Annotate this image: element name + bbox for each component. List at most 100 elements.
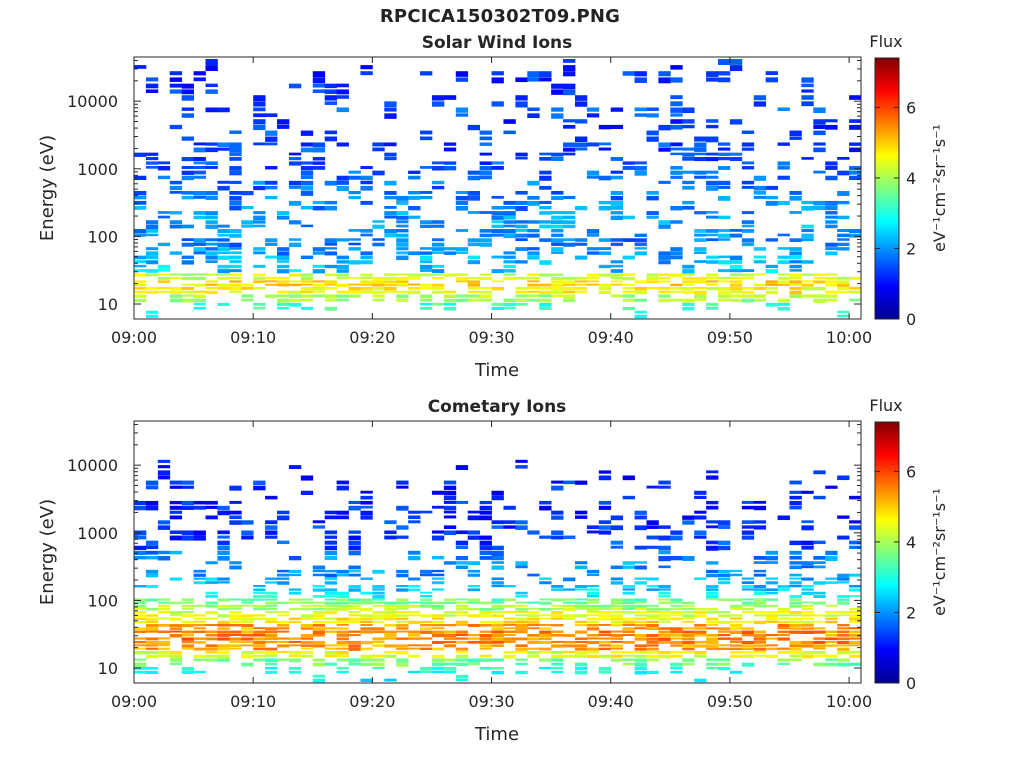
spectrogram-cell bbox=[670, 604, 683, 607]
spectrogram-cell bbox=[336, 485, 349, 491]
spectrogram-cell bbox=[670, 175, 683, 179]
spectrogram-cell bbox=[169, 220, 183, 225]
spectrogram-cell bbox=[694, 136, 707, 142]
spectrogram-cell bbox=[503, 585, 516, 588]
spectrogram-cell bbox=[431, 302, 445, 306]
spectrogram-cell bbox=[574, 588, 588, 591]
spectrogram-cell bbox=[634, 670, 647, 675]
spectrogram-cell bbox=[157, 630, 171, 634]
spectrogram-cell bbox=[837, 286, 850, 291]
spectrogram-cell bbox=[277, 627, 290, 630]
spectrogram-cell bbox=[169, 500, 183, 505]
spectrogram-cell bbox=[145, 607, 159, 611]
spectrogram-cell bbox=[741, 242, 755, 247]
spectrogram-cell bbox=[193, 573, 206, 577]
spectrogram-cell bbox=[515, 650, 528, 654]
spectrogram-cell bbox=[277, 255, 290, 260]
spectrogram-cell bbox=[717, 180, 731, 186]
spectrogram-cell bbox=[551, 650, 564, 655]
spectrogram-cell bbox=[431, 290, 445, 294]
spectrogram-cell bbox=[515, 658, 528, 661]
spectrogram-cell bbox=[491, 581, 504, 585]
y-tick-label: 10000 bbox=[67, 92, 118, 111]
spectrogram-cell bbox=[789, 294, 802, 299]
spectrogram-cell bbox=[777, 607, 790, 612]
spectrogram-cell bbox=[765, 195, 778, 200]
spectrogram-cell bbox=[253, 306, 266, 310]
spectrogram-cell bbox=[622, 215, 635, 220]
spectrogram-cell bbox=[384, 215, 397, 219]
spectrogram-cell bbox=[491, 286, 504, 291]
spectrogram-cell bbox=[682, 152, 695, 157]
spectrogram-cell bbox=[455, 561, 469, 565]
spectrogram-cell bbox=[324, 630, 338, 633]
spectrogram-cell bbox=[765, 598, 778, 601]
spectrogram-cell bbox=[205, 211, 218, 216]
spectrogram-cell bbox=[849, 520, 862, 524]
spectrogram-cell bbox=[217, 142, 230, 147]
spectrogram-cell bbox=[551, 607, 564, 610]
spectrogram-cell bbox=[145, 77, 159, 82]
spectrogram-cell bbox=[837, 535, 850, 540]
spectrogram-cell bbox=[157, 459, 171, 463]
spectrogram-cell bbox=[551, 658, 564, 662]
spectrogram-cell bbox=[515, 630, 528, 634]
spectrogram-cell bbox=[241, 630, 254, 634]
spectrogram-cell bbox=[706, 175, 719, 179]
spectrogram-cell bbox=[300, 598, 314, 601]
spectrogram-cell bbox=[598, 604, 612, 608]
spectrogram-cell bbox=[134, 298, 147, 303]
spectrogram-cell bbox=[241, 283, 254, 287]
spectrogram-cell bbox=[145, 550, 159, 555]
spectrogram-cell bbox=[229, 500, 242, 504]
spectrogram-cell bbox=[813, 276, 826, 279]
spectrogram-cell bbox=[682, 607, 695, 610]
spectrogram-cell bbox=[288, 666, 302, 670]
spectrogram-cell bbox=[682, 662, 695, 666]
spectrogram-cell bbox=[193, 670, 206, 674]
spectrogram-cell bbox=[813, 565, 826, 569]
spectrogram-cell bbox=[586, 569, 600, 574]
spectrogram-cell bbox=[145, 585, 159, 589]
spectrogram-cell bbox=[324, 83, 338, 89]
spectrogram-cell bbox=[324, 286, 338, 290]
spectrogram-cell bbox=[813, 601, 826, 605]
spectrogram-cell bbox=[479, 535, 492, 540]
spectrogram-cell bbox=[539, 298, 552, 303]
spectrogram-cell bbox=[336, 654, 349, 658]
spectrogram-cell bbox=[515, 286, 528, 290]
spectrogram-cell bbox=[682, 298, 695, 303]
spectrogram-cell bbox=[598, 607, 612, 611]
spectrogram-cell bbox=[658, 595, 671, 598]
spectrogram-cell bbox=[503, 630, 516, 633]
spectrogram-cell bbox=[706, 233, 719, 237]
spectrogram-cell bbox=[205, 142, 218, 146]
spectrogram-cell bbox=[789, 480, 802, 485]
spectrogram-cell bbox=[622, 495, 635, 500]
spectrogram-cell bbox=[288, 290, 302, 294]
spectrogram-cell bbox=[241, 286, 254, 290]
spectrogram-cell bbox=[741, 238, 755, 243]
spectrogram-cell bbox=[455, 637, 469, 640]
spectrogram-cell bbox=[408, 630, 421, 634]
spectrogram-cell bbox=[825, 166, 838, 170]
spectrogram-cell bbox=[348, 229, 361, 232]
spectrogram-cell bbox=[408, 520, 421, 524]
spectrogram-cell bbox=[431, 505, 445, 509]
spectrogram-cell bbox=[396, 215, 409, 220]
spectrogram-cell bbox=[157, 276, 171, 280]
spectrogram-cell bbox=[670, 124, 683, 130]
spectrogram-cell bbox=[134, 585, 147, 588]
spectrogram-cell bbox=[479, 607, 492, 611]
spectrogram-cell bbox=[503, 206, 516, 210]
spectrogram-cell bbox=[360, 273, 373, 277]
spectrogram-cell bbox=[706, 569, 719, 573]
spectrogram-cell bbox=[777, 306, 790, 311]
spectrogram-cell bbox=[253, 485, 266, 491]
spectrogram-cell bbox=[312, 294, 326, 298]
spectrogram-cell bbox=[610, 195, 624, 201]
spectrogram-cell bbox=[396, 627, 409, 630]
spectrogram-cell bbox=[741, 630, 755, 634]
spectrogram-cell bbox=[205, 89, 218, 94]
spectrogram-cell bbox=[551, 276, 564, 281]
